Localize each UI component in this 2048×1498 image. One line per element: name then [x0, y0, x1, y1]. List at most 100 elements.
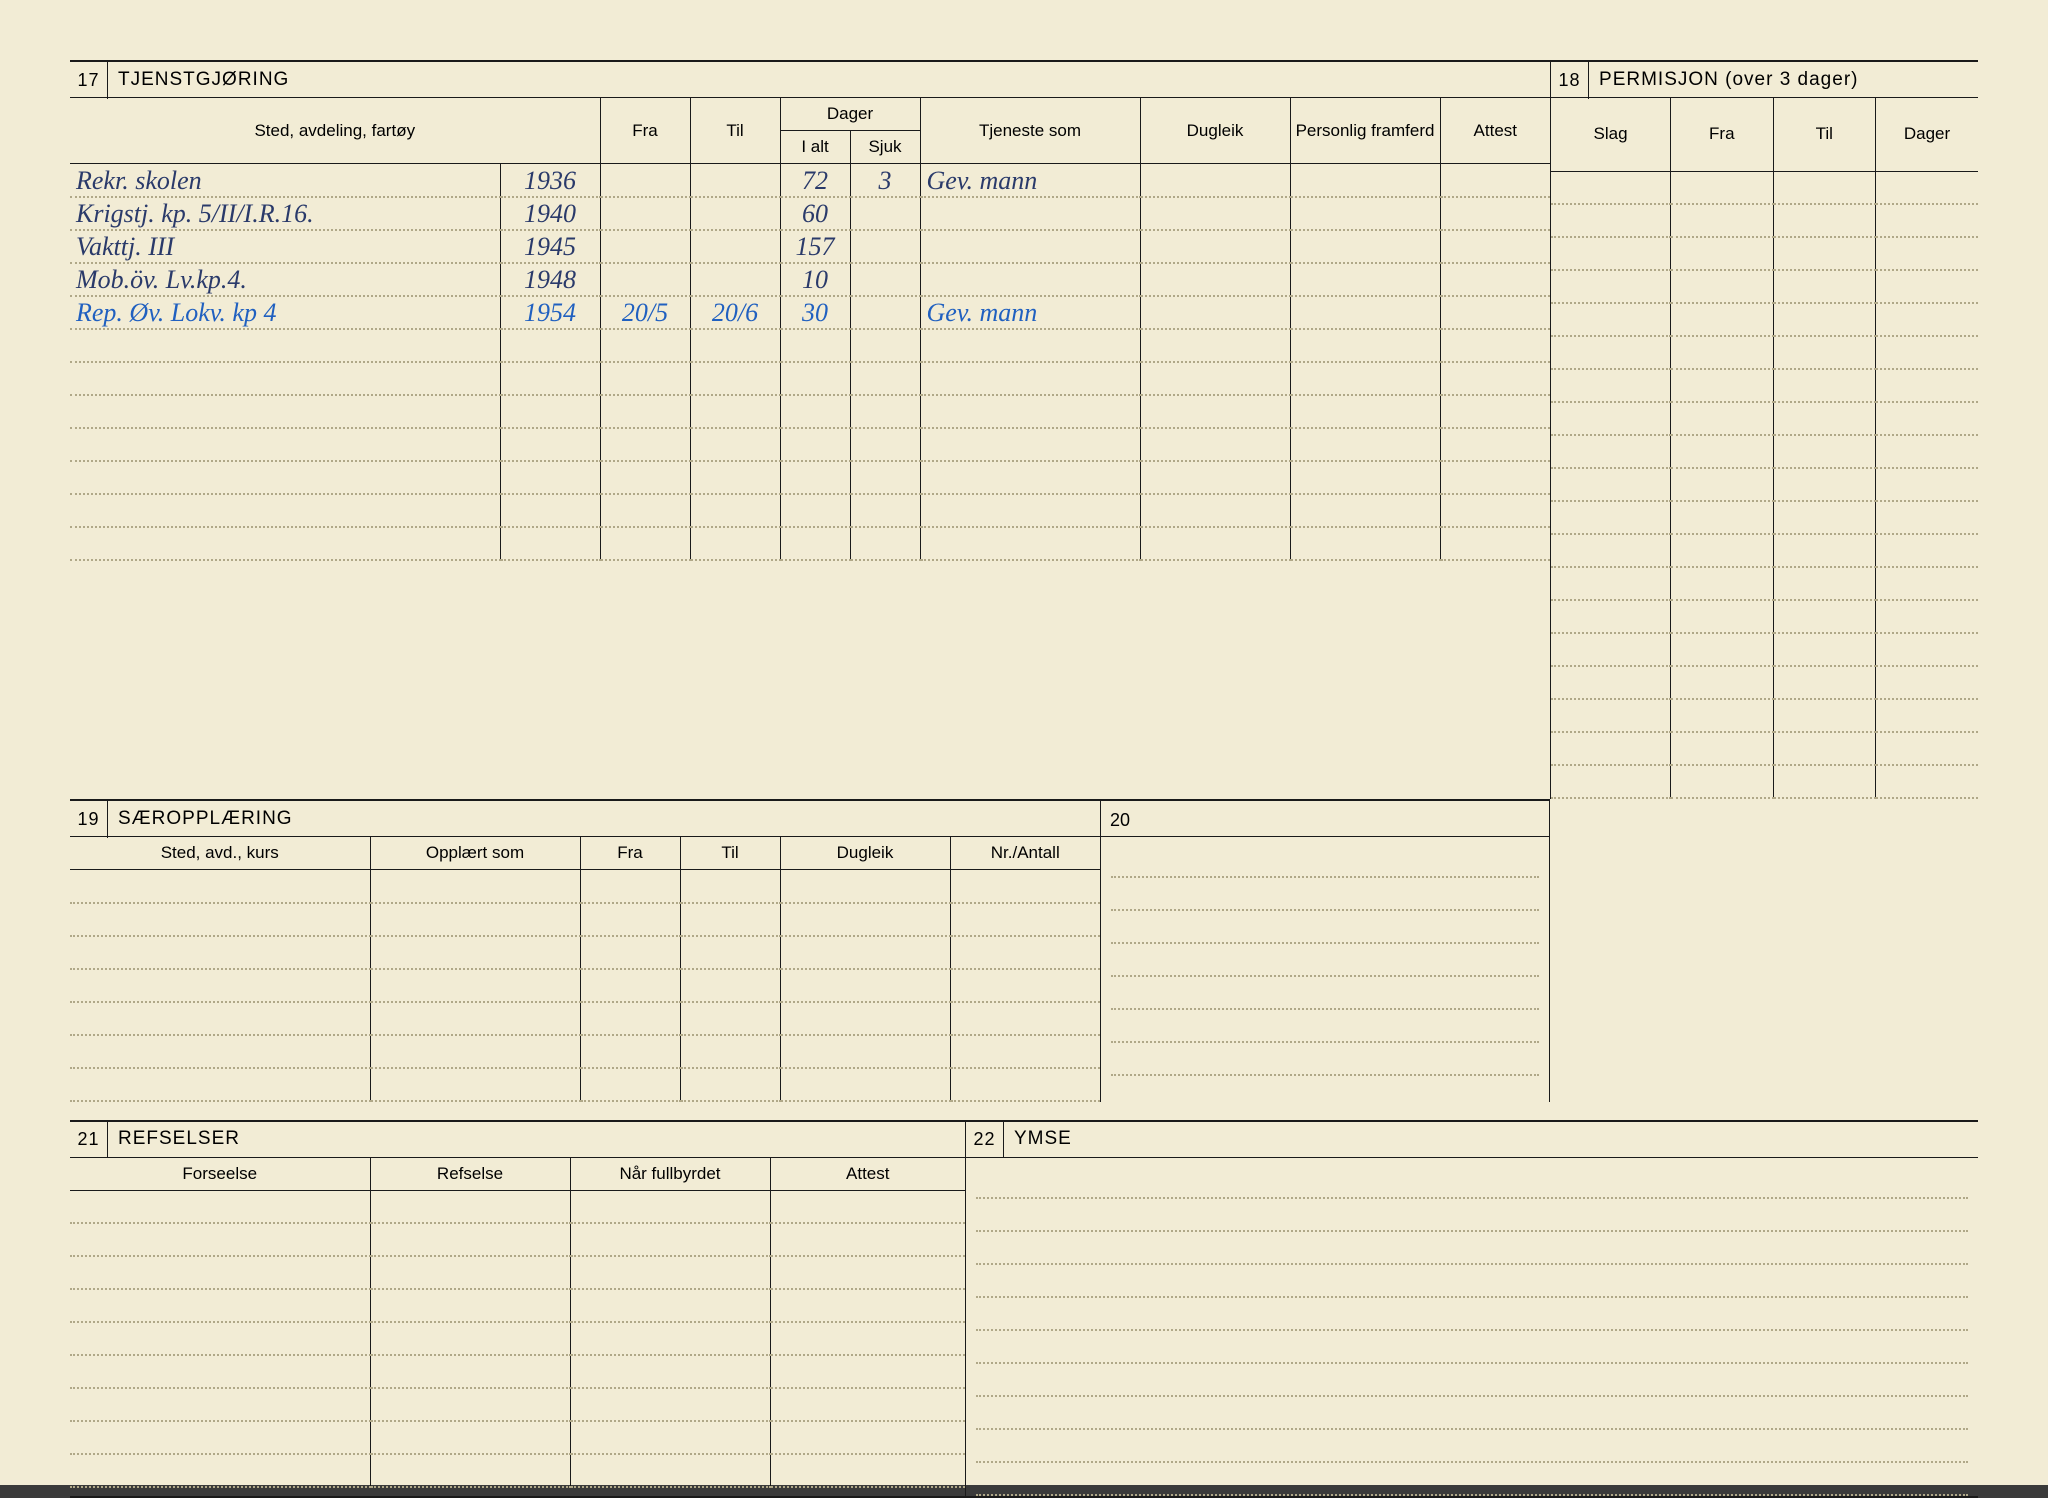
- cell: [570, 1256, 770, 1289]
- cell: [1671, 633, 1773, 666]
- cell: [70, 1421, 370, 1454]
- cell: [920, 395, 1140, 428]
- cell: [850, 230, 920, 263]
- th-tjeneste: Tjeneste som: [920, 98, 1140, 164]
- table-row: Mob.öv. Lv.kp.4.194810: [70, 263, 1550, 296]
- cell: [1773, 336, 1875, 369]
- table-19: Sted, avd., kurs Opplært som Fra Til Dug…: [70, 837, 1100, 1102]
- cell: Rekr. skolen: [70, 164, 500, 197]
- section-22-title: YMSE: [1004, 1120, 1072, 1158]
- table-row: [1551, 237, 1978, 270]
- cell: [680, 1002, 780, 1035]
- cell: [680, 1035, 780, 1068]
- cell: [770, 1289, 965, 1322]
- document-page: 17 TJENSTGJØRING Sted, avdeling, fartøy …: [0, 0, 2048, 1485]
- cell: [1773, 699, 1875, 732]
- section-22-body: [966, 1158, 1978, 1496]
- cell: [690, 329, 780, 362]
- cell: [600, 362, 690, 395]
- cell: [780, 527, 850, 560]
- cell: [950, 903, 1100, 936]
- cell: [70, 1223, 370, 1256]
- cell: [370, 903, 580, 936]
- cell: [70, 1002, 370, 1035]
- cell: [600, 164, 690, 197]
- section-21-num: 21: [70, 1120, 108, 1158]
- cell: [1773, 468, 1875, 501]
- cell: [1440, 527, 1550, 560]
- table-row: [1551, 303, 1978, 336]
- ruled-line: [976, 1331, 1968, 1364]
- cell: [1551, 732, 1671, 765]
- cell: [1551, 600, 1671, 633]
- cell: 157: [780, 230, 850, 263]
- cell: [370, 1322, 570, 1355]
- ruled-line: [976, 1397, 1968, 1430]
- cell: [70, 1289, 370, 1322]
- cell: [680, 903, 780, 936]
- cell: [1773, 633, 1875, 666]
- table-row: Vakttj. III1945157: [70, 230, 1550, 263]
- cell: [780, 1002, 950, 1035]
- cell: [850, 395, 920, 428]
- cell: [70, 1454, 370, 1487]
- cell: [690, 362, 780, 395]
- cell: [1551, 171, 1671, 204]
- table-row: [70, 1454, 965, 1487]
- section-17-num: 17: [70, 61, 108, 99]
- cell: [370, 1002, 580, 1035]
- table-row: [1551, 732, 1978, 765]
- cell: [600, 395, 690, 428]
- cell: [1773, 237, 1875, 270]
- cell: [570, 1355, 770, 1388]
- cell: [1551, 666, 1671, 699]
- th19-nr: Nr./Antall: [950, 837, 1100, 870]
- cell: [690, 395, 780, 428]
- cell: [1290, 197, 1440, 230]
- section-21: 21 REFSELSER Forseelse Refselse Når full…: [70, 1120, 966, 1496]
- cell: [1876, 237, 1979, 270]
- cell: [770, 1322, 965, 1355]
- table-row: [1551, 633, 1978, 666]
- ruled-line: [976, 1265, 1968, 1298]
- cell: [1876, 435, 1979, 468]
- cell: [1876, 204, 1979, 237]
- cell: [70, 428, 500, 461]
- ruled-line: [1111, 944, 1539, 977]
- cell: Krigstj. kp. 5/II/I.R.16.: [70, 197, 500, 230]
- cell: [1551, 468, 1671, 501]
- section-18-num: 18: [1551, 61, 1589, 99]
- cell: [570, 1388, 770, 1421]
- cell: 20/5: [600, 296, 690, 329]
- cell: [770, 1355, 965, 1388]
- cell: [370, 1289, 570, 1322]
- cell: [1671, 567, 1773, 600]
- cell: [500, 329, 600, 362]
- table-row: [70, 1322, 965, 1355]
- cell: [70, 1322, 370, 1355]
- row-17-18: 17 TJENSTGJØRING Sted, avdeling, fartøy …: [70, 60, 1978, 799]
- cell: [950, 1068, 1100, 1101]
- cell: [850, 527, 920, 560]
- cell: [1551, 369, 1671, 402]
- cell: 1954: [500, 296, 600, 329]
- cell: [1671, 435, 1773, 468]
- table-row: Rekr. skolen1936723Gev. mann: [70, 164, 1550, 197]
- cell: [70, 936, 370, 969]
- cell: [570, 1322, 770, 1355]
- cell: [1876, 699, 1979, 732]
- cell: [690, 461, 780, 494]
- section-20: 20: [1101, 799, 1550, 1102]
- cell: 1936: [500, 164, 600, 197]
- cell: [1140, 230, 1290, 263]
- cell: [1440, 494, 1550, 527]
- cell: [1551, 336, 1671, 369]
- cell: [920, 428, 1140, 461]
- table-row: [70, 527, 1550, 560]
- cell: [1290, 263, 1440, 296]
- table-row: [70, 1223, 965, 1256]
- table-row: [70, 1289, 965, 1322]
- table-row: [70, 395, 1550, 428]
- cell: [1290, 461, 1440, 494]
- cell: [780, 461, 850, 494]
